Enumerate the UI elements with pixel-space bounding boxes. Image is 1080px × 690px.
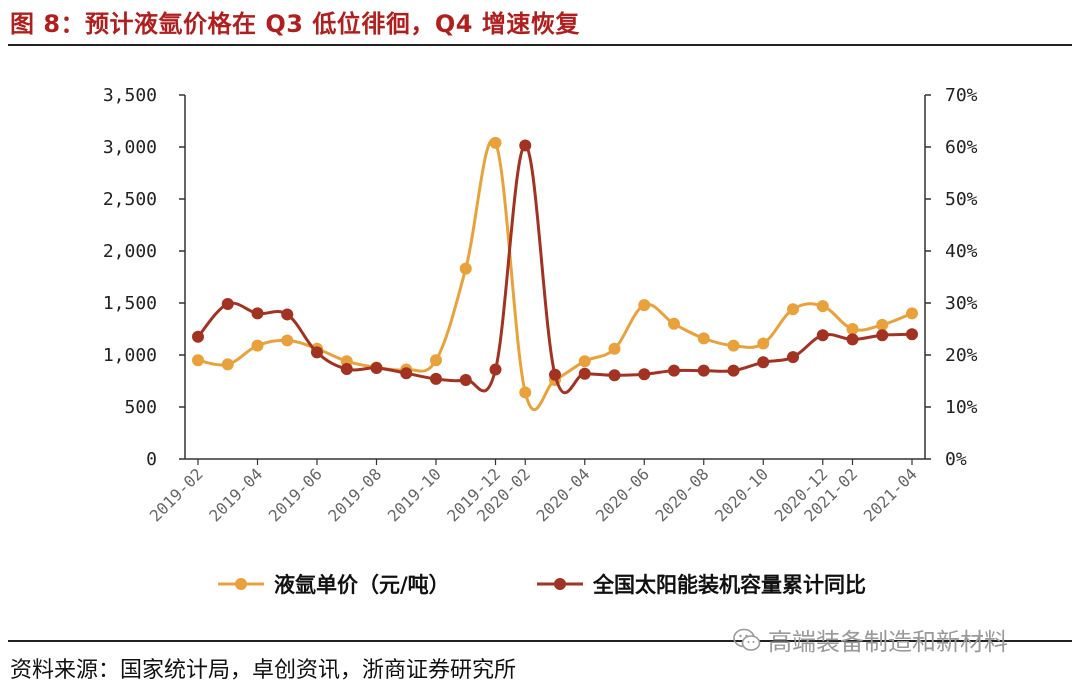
series-2 [192, 139, 918, 395]
x-tick-label: 2021-04 [860, 464, 921, 525]
data-point [192, 354, 204, 367]
x-tick-label: 2020-06 [592, 464, 653, 525]
data-point [876, 329, 889, 342]
data-point [816, 329, 829, 342]
data-point [697, 332, 710, 345]
chart-legend: 液氩单价（元/吨） 全国太阳能装机容量累计同比 [218, 573, 866, 597]
x-tick-label: 2020-04 [532, 464, 593, 525]
data-point [638, 299, 651, 312]
left-y-tick-label: 3,000 [103, 137, 157, 158]
x-tick-label: 2019-02 [146, 464, 207, 525]
data-point [668, 317, 680, 330]
data-point [638, 368, 651, 381]
left-y-tick-label: 1,500 [103, 293, 157, 314]
chart-axes: 0 500 1,000 1,500 2,000 2,500 3,000 3,500 0% 10% 2… [103, 85, 978, 526]
data-point [459, 262, 472, 275]
data-point [578, 355, 591, 368]
data-point [757, 356, 770, 369]
data-point [311, 346, 323, 359]
data-point [757, 337, 770, 350]
data-point [489, 363, 502, 376]
right-y-tick-label: 0% [945, 449, 967, 470]
legend-label: 全国太阳能装机容量累计同比 [592, 573, 866, 597]
data-point [906, 307, 918, 320]
data-point [608, 369, 621, 382]
data-point [727, 364, 740, 377]
figure-title: 图 8：预计液氩价格在 Q3 低位徘徊，Q4 增速恢复 [10, 10, 580, 38]
watermark: 高端装备制造和新材料 [732, 622, 1008, 657]
left-y-tick-label: 0 [146, 449, 157, 470]
right-y-tick-label: 70% [945, 85, 978, 106]
data-point [668, 364, 680, 377]
right-y-tick-label: 40% [945, 241, 978, 262]
data-point [251, 339, 264, 352]
left-y-tick-label: 2,000 [103, 241, 157, 262]
right-y-tick-label: 50% [945, 189, 978, 210]
left-y-tick-label: 2,500 [103, 189, 157, 210]
data-point [519, 386, 532, 399]
data-point [787, 351, 799, 364]
data-point [340, 363, 353, 376]
data-point [816, 300, 829, 313]
data-point [846, 323, 859, 335]
legend-swatch-marker [554, 578, 566, 590]
data-point [697, 364, 710, 377]
x-tick-label: 2019-04 [205, 464, 266, 525]
data-point [906, 328, 918, 341]
data-point [787, 303, 799, 316]
right-y-tick-label: 60% [945, 137, 978, 158]
top-rule [8, 44, 1072, 46]
legend-label: 液氩单价（元/吨） [274, 573, 450, 597]
data-point [430, 354, 442, 367]
data-point [727, 339, 740, 352]
data-point [430, 372, 442, 385]
data-point [281, 308, 294, 321]
data-point [221, 358, 234, 371]
watermark-text: 高端装备制造和新材料 [768, 628, 1008, 656]
source-note: 资料来源：国家统计局，卓创资讯，浙商证券研究所 [10, 658, 517, 683]
left-y-tick-label: 500 [124, 397, 157, 418]
data-point [549, 368, 561, 381]
series-line [196, 138, 914, 412]
left-y-tick-label: 1,000 [103, 345, 157, 366]
series-line [196, 143, 914, 395]
left-y-tick-label: 3,500 [103, 85, 157, 106]
x-tick-label: 2020-10 [711, 464, 772, 525]
bottom-rule [8, 640, 1072, 642]
data-point [459, 373, 472, 386]
right-y-tick-label: 10% [945, 397, 978, 418]
legend-swatch-marker [235, 578, 247, 590]
data-point [281, 334, 294, 347]
right-y-tick-label: 20% [945, 345, 978, 366]
data-point [846, 333, 859, 346]
x-tick-label: 2019-08 [324, 464, 385, 525]
x-tick-label: 2019-06 [265, 464, 326, 525]
data-point [578, 367, 591, 380]
line-chart: 0 500 1,000 1,500 2,000 2,500 3,000 3,500 0% 10% 2… [103, 85, 978, 597]
right-y-tick-label: 30% [945, 293, 978, 314]
data-point [489, 136, 502, 149]
data-point [519, 139, 532, 152]
data-point [370, 362, 383, 374]
data-point [221, 298, 234, 311]
data-point [400, 367, 413, 380]
data-point [251, 307, 264, 320]
data-point [192, 330, 204, 343]
wechat-icon [732, 627, 762, 653]
data-point [608, 342, 621, 355]
x-tick-label: 2019-10 [384, 464, 445, 525]
chart-series [192, 136, 918, 412]
data-point [876, 318, 889, 331]
x-tick-label: 2020-08 [651, 464, 712, 525]
